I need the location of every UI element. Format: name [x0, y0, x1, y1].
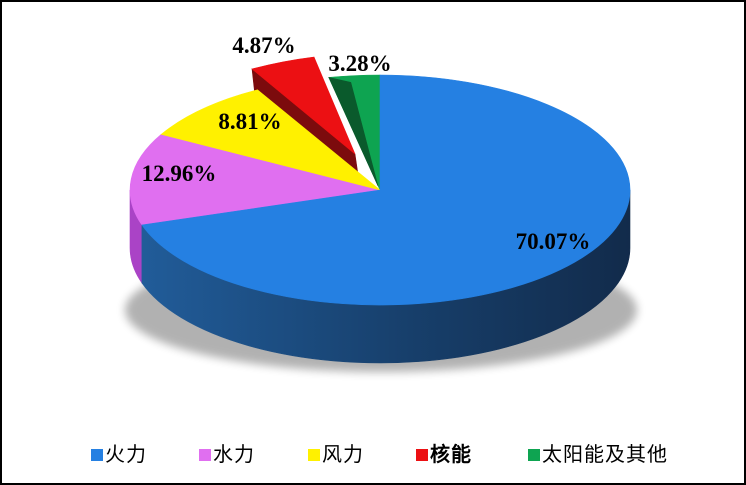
- pie-slice-wind[interactable]: [160, 89, 381, 191]
- legend-label-nuclear: 核能: [430, 444, 472, 466]
- legend-label-hydro: 水力: [213, 444, 255, 466]
- pie-slice-thermal[interactable]: [141, 74, 631, 306]
- legend-swatch-wind: [308, 449, 320, 461]
- legend-item-wind[interactable]: 风力: [308, 443, 364, 467]
- slice-label-wind: 8.81%: [218, 109, 281, 134]
- slice-label-solar: 3.28%: [328, 51, 391, 76]
- legend: 火力 水力 风力 核能 太阳能及其他: [2, 443, 744, 469]
- legend-item-hydro[interactable]: 水力: [199, 443, 255, 467]
- pie-cutface-solar: [328, 76, 379, 187]
- legend-swatch-nuclear: [416, 449, 428, 461]
- legend-item-solar[interactable]: 太阳能及其他: [528, 443, 668, 467]
- legend-label-wind: 风力: [322, 444, 364, 466]
- legend-item-nuclear[interactable]: 核能: [416, 443, 472, 467]
- slice-label-nuclear: 4.87%: [232, 33, 295, 58]
- legend-label-solar: 太阳能及其他: [542, 444, 668, 466]
- pie-slice-hydro[interactable]: [129, 134, 381, 226]
- pie-slice-nuclear[interactable]: [251, 56, 356, 155]
- slice-label-hydro: 12.96%: [142, 161, 217, 186]
- legend-swatch-hydro: [199, 449, 211, 461]
- legend-item-thermal[interactable]: 火力: [91, 443, 147, 467]
- legend-label-thermal: 火力: [105, 444, 147, 466]
- legend-swatch-thermal: [91, 449, 103, 461]
- legend-swatch-solar: [528, 449, 540, 461]
- pie-slices-group: [129, 56, 631, 364]
- slice-label-thermal: 70.07%: [516, 229, 591, 254]
